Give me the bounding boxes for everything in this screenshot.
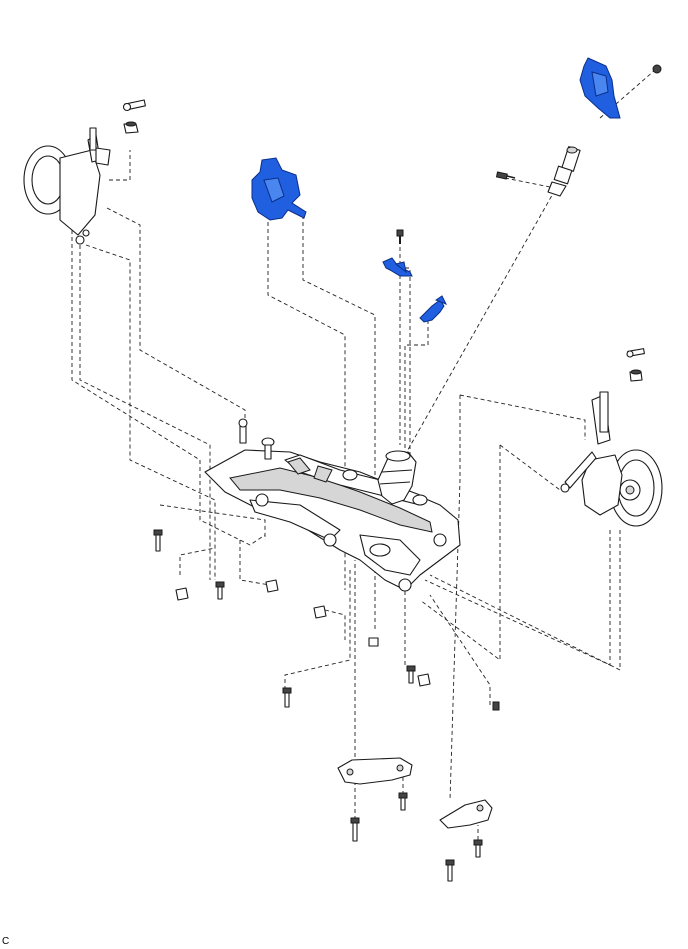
highlighted-clip-lower — [419, 295, 448, 323]
fastener-bolt-10 — [492, 701, 500, 711]
highlighted-clip-upper — [382, 257, 413, 277]
steering-column-boot — [377, 450, 417, 505]
highlighted-cover-top-right — [579, 57, 621, 119]
steering-intermediate-shaft — [547, 146, 581, 197]
diagram-corner-label: C — [2, 936, 10, 947]
center-top-bolt — [396, 229, 404, 244]
left-upper-nut — [123, 121, 139, 134]
right-upper-nut — [629, 369, 643, 382]
highlighted-bracket-large — [251, 157, 307, 221]
left-tie-rod-bolt — [122, 99, 146, 112]
fastener-bolt-8 — [406, 665, 416, 684]
fastener-bolt-7 — [282, 687, 292, 708]
fastener-nut-4 — [265, 579, 279, 593]
fastener-bolt-3 — [215, 581, 225, 600]
lower-brace-center — [337, 757, 413, 785]
fastener-bolt-1 — [153, 529, 163, 552]
top-right-nut — [652, 64, 662, 74]
right-steering-knuckle-assembly — [560, 391, 663, 527]
fastener-bolt-13 — [473, 839, 483, 858]
right-tie-rod-bolt — [626, 348, 645, 358]
lower-brace-right — [439, 799, 493, 829]
front-suspension-crossmember — [204, 449, 461, 592]
stabilizer-link-left — [238, 418, 275, 460]
fastener-bolt-12 — [350, 817, 360, 842]
fastener-nut-9 — [417, 673, 431, 687]
fastener-nut-2 — [175, 587, 189, 601]
left-steering-knuckle-assembly — [23, 127, 111, 245]
shaft-pinch-bolt — [495, 171, 516, 180]
fastener-bolt-11 — [398, 792, 408, 811]
fastener-nut-6 — [368, 637, 379, 647]
fastener-nut-5 — [313, 605, 327, 619]
fastener-bolt-14 — [445, 859, 455, 882]
leader-lines — [71, 69, 656, 840]
